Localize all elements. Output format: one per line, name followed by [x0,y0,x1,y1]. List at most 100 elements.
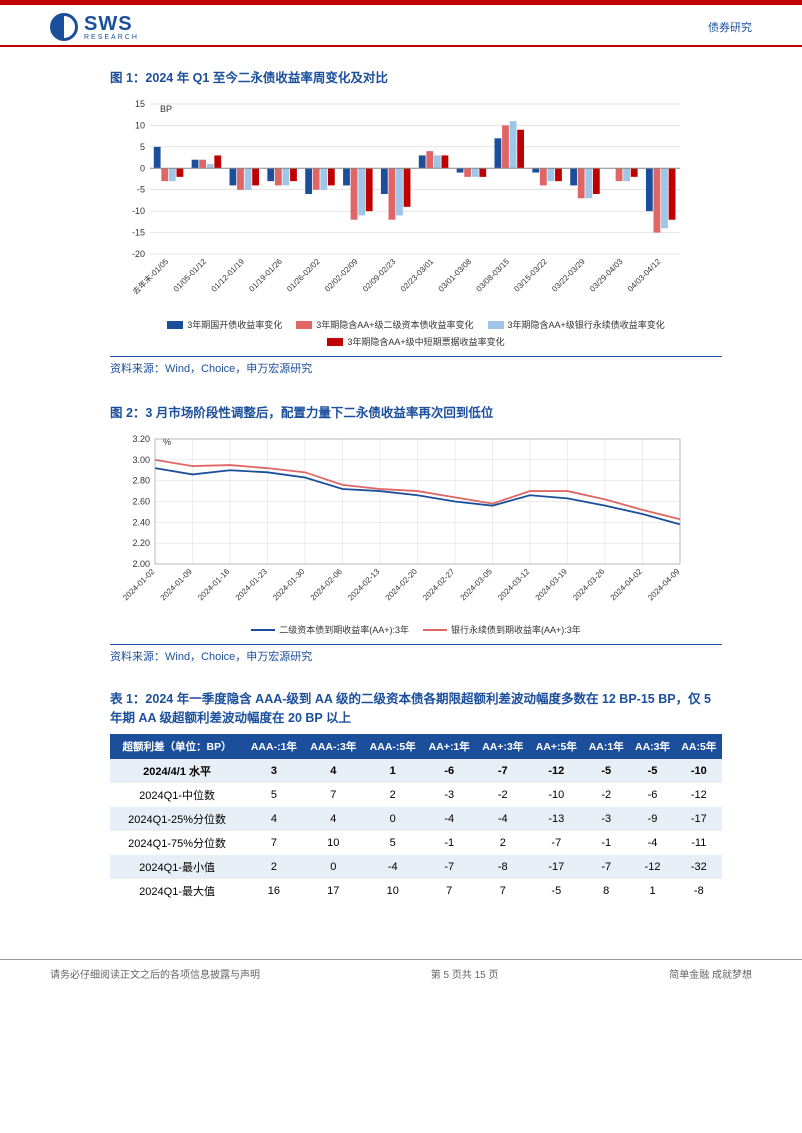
fig2-source: 资料来源：Wind，Choice，申万宏源研究 [110,644,722,664]
fig1-source: 资料来源：Wind，Choice，申万宏源研究 [110,356,722,376]
legend-item: 3年期隐含AA+级二级资本债收益率变化 [296,318,473,331]
svg-text:3.20: 3.20 [132,434,150,444]
fig2-title: 图 2：3 月市场阶段性调整后，配置力量下二永债收益率再次回到低位 [110,402,722,421]
legend-swatch [296,321,312,329]
table-cell: 17 [304,879,363,903]
table-cell: 4 [304,807,363,831]
svg-text:03/29-04/03: 03/29-04/03 [588,257,625,294]
svg-text:2.00: 2.00 [132,559,150,569]
table-row: 2024Q1-最大值16171077-581-8 [110,879,722,903]
table-header-cell: AA:1年 [583,734,629,759]
legend-swatch [251,629,275,631]
table-header-cell: AA:5年 [676,734,722,759]
legend-item: 3年期隐含AA+级中短期票据收益率变化 [327,335,504,348]
table-cell: 0 [363,807,422,831]
table-cell: 10 [304,831,363,855]
svg-text:2.20: 2.20 [132,538,150,548]
svg-text:%: % [163,437,171,447]
table-cell: -5 [629,759,675,783]
table-cell: 2 [363,783,422,807]
legend-item: 二级资本债到期收益率(AA+):3年 [251,623,409,636]
svg-text:2024-02-20: 2024-02-20 [384,567,420,603]
svg-text:5: 5 [140,142,145,152]
table-cell: 2024Q1-最小值 [110,855,244,879]
svg-text:10: 10 [135,120,145,130]
table-cell: 3 [244,759,303,783]
table-cell: 7 [476,879,530,903]
svg-text:04/03-04/12: 04/03-04/12 [626,257,663,294]
svg-text:03/08-03/15: 03/08-03/15 [474,257,511,294]
legend-swatch [167,321,183,329]
svg-text:2024-04-02: 2024-04-02 [609,567,645,603]
fig2-chart: 2.002.202.402.602.803.003.20%2024-01-022… [110,429,690,619]
table-cell: 7 [244,831,303,855]
fig1-title: 图 1：2024 年 Q1 至今二永债收益率周变化及对比 [110,67,722,86]
legend-label: 3年期隐含AA+级中短期票据收益率变化 [347,335,504,348]
header: SWS RESEARCH 债券研究 [0,5,802,47]
figure-1: 图 1：2024 年 Q1 至今二永债收益率周变化及对比 -20-15-10-5… [110,67,722,376]
page: SWS RESEARCH 债券研究 图 1：2024 年 Q1 至今二永债收益率… [0,0,802,1017]
table-cell: 1 [363,759,422,783]
svg-text:2024-02-27: 2024-02-27 [421,567,457,603]
table-cell: -12 [530,759,584,783]
svg-text:2024-03-26: 2024-03-26 [571,567,607,603]
svg-text:03/01-03/08: 03/01-03/08 [437,257,474,294]
table-cell: -4 [476,807,530,831]
svg-text:02/02-02/09: 02/02-02/09 [323,257,360,294]
footer-center: 第 5 页共 15 页 [431,966,499,981]
legend-swatch [488,321,504,329]
svg-text:2024-02-13: 2024-02-13 [346,567,382,603]
table-cell: 10 [363,879,422,903]
table-cell: -8 [476,855,530,879]
fig2-legend: 二级资本债到期收益率(AA+):3年 银行永续债到期收益率(AA+):3年 [110,619,722,640]
logo-main: SWS [84,14,139,34]
table-cell: 1 [629,879,675,903]
svg-text:2.60: 2.60 [132,497,150,507]
legend-label: 二级资本债到期收益率(AA+):3年 [279,623,409,636]
svg-text:02/23-03/01: 02/23-03/01 [399,257,436,294]
svg-text:02/09-02/23: 02/09-02/23 [361,257,398,294]
table-cell: -7 [422,855,476,879]
svg-text:03/15-03/22: 03/15-03/22 [512,257,549,294]
svg-text:2024-03-12: 2024-03-12 [496,567,532,603]
table-header-cell: AA:3年 [629,734,675,759]
svg-text:15: 15 [135,99,145,109]
svg-text:2024-01-23: 2024-01-23 [234,567,270,603]
table-header-cell: AAA-:1年 [244,734,303,759]
svg-text:01/05-01/12: 01/05-01/12 [172,257,209,294]
table-cell: -17 [676,807,722,831]
table-cell: -9 [629,807,675,831]
svg-text:2024-01-16: 2024-01-16 [196,567,232,603]
svg-text:01/19-01/26: 01/19-01/26 [247,257,284,294]
table-cell: -3 [422,783,476,807]
table-cell: -4 [629,831,675,855]
svg-text:-20: -20 [132,249,145,259]
svg-text:01/26-02/02: 01/26-02/02 [285,257,322,294]
table-cell: 8 [583,879,629,903]
table-header-cell: AA+:5年 [530,734,584,759]
svg-text:2.40: 2.40 [132,517,150,527]
svg-text:去年末-01/05: 去年末-01/05 [130,256,170,296]
table-cell: -2 [583,783,629,807]
table-cell: -10 [676,759,722,783]
table-header-cell: 超额利差（单位：BP） [110,734,244,759]
svg-text:2024-03-05: 2024-03-05 [459,567,495,603]
table-cell: -2 [476,783,530,807]
table-row: 2024Q1-25%分位数440-4-4-13-3-9-17 [110,807,722,831]
footer: 请务必仔细阅读正文之后的各项信息披露与声明 第 5 页共 15 页 简单金融 成… [0,959,802,987]
table-cell: 0 [304,855,363,879]
table-cell: -4 [422,807,476,831]
table-cell: 2024Q1-75%分位数 [110,831,244,855]
table-cell: -10 [530,783,584,807]
svg-text:BP: BP [160,104,172,114]
table-cell: -1 [422,831,476,855]
table-cell: 2024Q1-中位数 [110,783,244,807]
svg-text:3.00: 3.00 [132,455,150,465]
table-row: 2024/4/1 水平341-6-7-12-5-5-10 [110,759,722,783]
svg-text:2024-04-09: 2024-04-09 [646,567,682,603]
table-cell: -4 [363,855,422,879]
legend-item: 银行永续债到期收益率(AA+):3年 [423,623,581,636]
table-cell: 5 [244,783,303,807]
header-right: 债券研究 [708,19,752,35]
table-cell: -1 [583,831,629,855]
